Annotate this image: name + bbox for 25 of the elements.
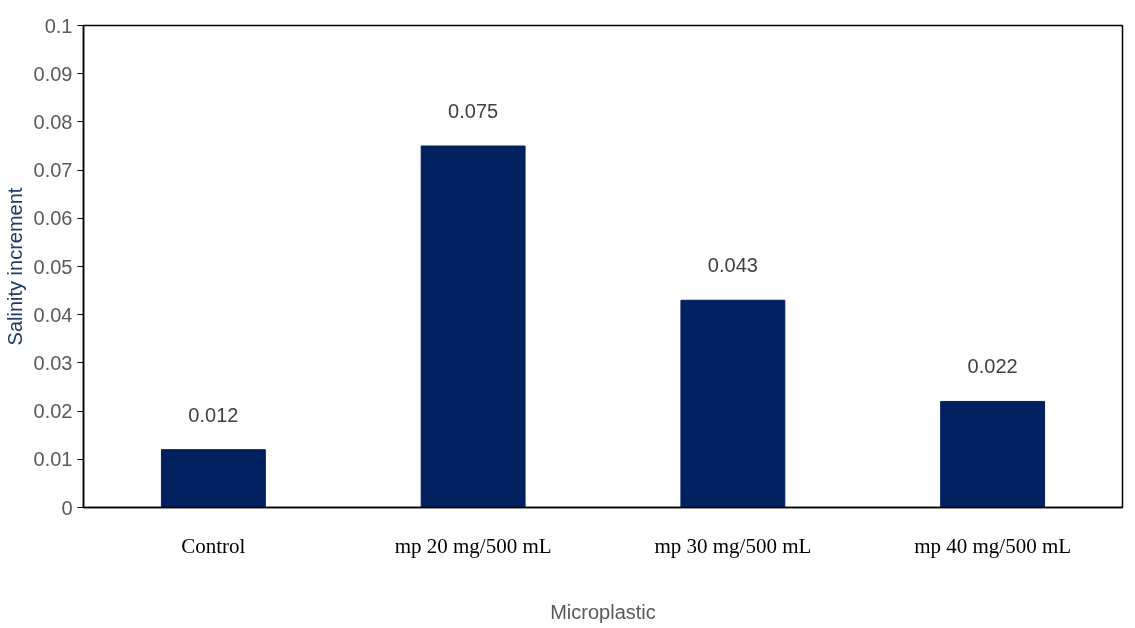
data-label: 0.012	[188, 403, 239, 426]
bar	[420, 145, 526, 508]
x-tick-label: mp 40 mg/500 mL	[914, 533, 1072, 558]
y-tick-label: 0.1	[44, 14, 73, 37]
y-tick-label: 0.04	[33, 303, 73, 326]
data-label: 0.022	[967, 355, 1018, 378]
bar	[160, 449, 266, 508]
y-tick-label: 0.03	[33, 351, 73, 374]
y-tick-label: 0	[61, 496, 73, 519]
data-label: 0.075	[448, 100, 499, 122]
data-label: 0.043	[707, 254, 758, 277]
x-axis-title: Microplastic	[550, 600, 656, 623]
bar	[940, 400, 1046, 508]
y-axis-title: Salinity increment	[3, 187, 26, 346]
x-tick-label: Control	[181, 533, 246, 558]
y-tick-label: 0.02	[33, 400, 73, 423]
bar	[680, 299, 786, 508]
y-tick-label: 0.01	[33, 448, 73, 471]
x-tick-label: mp 30 mg/500 mL	[654, 533, 812, 558]
y-tick-label: 0.07	[33, 159, 73, 182]
y-tick-label: 0.08	[33, 110, 73, 133]
y-tick-label: 0.05	[33, 255, 73, 278]
y-tick-label: 0.09	[33, 62, 73, 85]
x-tick-label: mp 20 mg/500 mL	[394, 533, 552, 558]
y-tick-label: 0.06	[33, 207, 73, 230]
